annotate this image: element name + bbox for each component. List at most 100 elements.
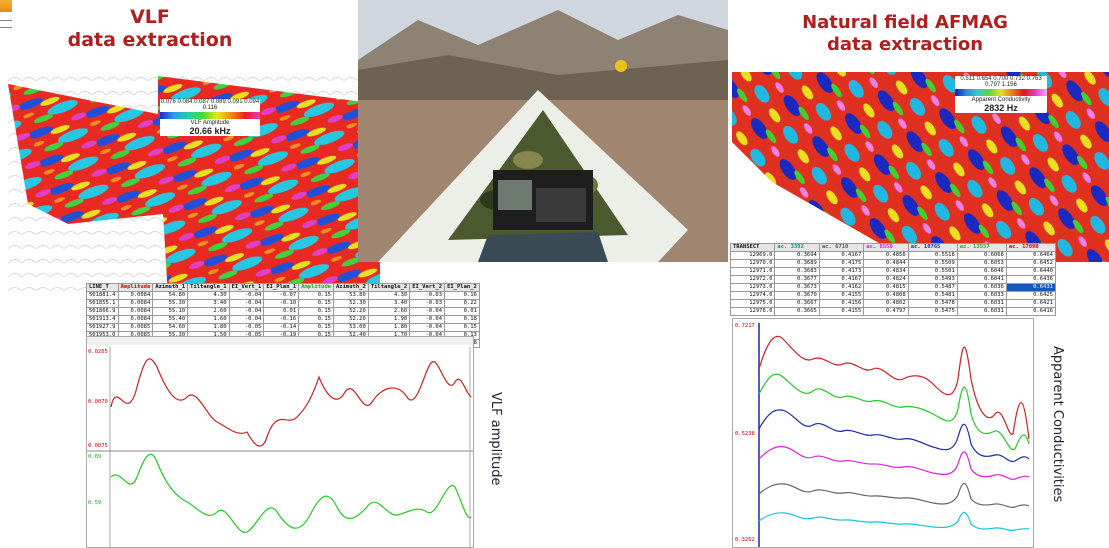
table-cell[interactable]: 0.4815 (863, 283, 909, 292)
table-cell[interactable]: 12975.0 (729, 299, 776, 308)
table-cell[interactable]: 0.4173 (818, 267, 865, 276)
table-cell[interactable]: 0.3677 (774, 275, 820, 284)
column-header[interactable]: Amplitude (117, 283, 154, 292)
table-cell[interactable]: 0.15 (298, 291, 334, 300)
afmag-profile-panel[interactable]: 0.7217 0.5238 0.3262 (732, 318, 1034, 548)
table-cell[interactable]: 1.90 (367, 315, 411, 324)
table-cell[interactable]: 53.80 (333, 291, 369, 300)
column-header[interactable]: TRANSECT (729, 243, 776, 252)
table-cell[interactable]: 0.5478 (907, 299, 958, 308)
table-cell[interactable]: 54.80 (152, 291, 189, 300)
table-cell[interactable]: 0.3683 (774, 267, 820, 276)
table-row[interactable]: 501866.9 0.0084 55.10 2.60 -0.04 0.01 0.15 52.2… (86, 307, 480, 316)
table-cell[interactable]: 4.30 (187, 291, 230, 300)
column-header[interactable]: ac. 10765 (907, 243, 958, 252)
table-cell[interactable]: 1.80 (187, 323, 230, 332)
table-row[interactable]: 12970.0 0.3689 0.4175 0.4844 0.5509 0.6053 0.6… (729, 259, 1057, 268)
table-cell[interactable]: 1.80 (367, 323, 411, 332)
column-header[interactable]: ac. 13557 (956, 243, 1007, 252)
column-header[interactable]: Amplitude (298, 283, 334, 292)
table-cell[interactable]: 0.0085 (117, 323, 154, 332)
table-cell[interactable]: 0.6053 (956, 259, 1007, 268)
table-cell[interactable]: 52.30 (333, 299, 369, 308)
table-cell[interactable]: 0.3665 (774, 307, 820, 316)
table-cell[interactable]: 0.3670 (774, 291, 820, 300)
table-row[interactable]: 12974.0 0.3670 0.4155 0.4808 0.5481 0.6033 0.6… (729, 291, 1057, 300)
table-cell[interactable]: 54.60 (152, 323, 189, 332)
table-cell[interactable]: 0.6421 (1005, 299, 1057, 308)
table-cell[interactable]: 2.60 (187, 307, 230, 316)
table-cell[interactable]: 0.6431 (1005, 283, 1057, 292)
table-cell[interactable]: 0.5475 (907, 307, 958, 316)
table-cell[interactable]: 0.6068 (956, 251, 1007, 260)
table-row[interactable]: 12972.0 0.3677 0.4167 0.4824 0.5493 0.6041 0.6… (729, 275, 1057, 284)
table-cell[interactable]: 3.40 (187, 299, 230, 308)
table-cell[interactable]: 0.6046 (956, 267, 1007, 276)
table-cell[interactable]: 12976.0 (729, 307, 776, 316)
table-cell[interactable]: -0.04 (228, 299, 265, 308)
column-header[interactable]: ac. 6710 (818, 243, 865, 252)
table-cell[interactable]: 0.4844 (863, 259, 909, 268)
table-row[interactable]: 501913.4 0.0084 55.40 1.60 -0.04 -0.16 0.15 52.… (86, 315, 480, 324)
table-cell[interactable]: 0.0084 (117, 291, 154, 300)
table-cell[interactable]: -0.04 (409, 315, 446, 324)
table-cell[interactable]: 0.4808 (863, 291, 909, 300)
table-row[interactable]: 12975.0 0.3667 0.4156 0.4802 0.5478 0.6031 0.6… (729, 299, 1057, 308)
table-cell[interactable]: 0.22 (444, 299, 480, 308)
table-cell[interactable]: 0.6452 (1005, 259, 1057, 268)
table-cell[interactable]: 1.60 (187, 315, 230, 324)
table-cell[interactable]: 0.6440 (1005, 267, 1057, 276)
table-cell[interactable]: 0.3694 (774, 251, 820, 260)
table-cell[interactable]: 0.4162 (818, 283, 865, 292)
table-cell[interactable]: 0.3673 (774, 283, 820, 292)
table-cell[interactable]: 501927.9 (86, 323, 119, 332)
table-cell[interactable]: -0.04 (409, 323, 446, 332)
table-cell[interactable]: 0.4156 (818, 299, 865, 308)
table-cell[interactable]: 0.0084 (117, 315, 154, 324)
table-cell[interactable]: 52.20 (333, 315, 369, 324)
table-cell[interactable]: 0.6031 (956, 307, 1007, 316)
column-header[interactable]: ac. 8550 (863, 243, 909, 252)
table-cell[interactable]: 12974.0 (729, 291, 776, 300)
table-cell[interactable]: 12971.0 (729, 267, 776, 276)
table-cell[interactable]: 52.20 (333, 307, 369, 316)
table-cell[interactable]: 0.0084 (117, 307, 154, 316)
table-cell[interactable]: 0.15 (298, 323, 334, 332)
table-cell[interactable]: 0.6036 (956, 283, 1007, 292)
table-cell[interactable]: 0.4797 (863, 307, 909, 316)
table-cell[interactable]: 0.4824 (863, 275, 909, 284)
table-cell[interactable]: 0.6041 (956, 275, 1007, 284)
table-cell[interactable]: 0.5481 (907, 291, 958, 300)
table-cell[interactable]: -0.03 (409, 299, 446, 308)
table-cell[interactable]: 12970.0 (729, 259, 776, 268)
table-cell[interactable]: -0.16 (263, 315, 300, 324)
table-cell[interactable]: 55.10 (152, 307, 189, 316)
table-row[interactable]: 12969.0 0.3694 0.4167 0.4856 0.5518 0.6068 0.6… (729, 251, 1057, 260)
table-cell[interactable]: 0.4834 (863, 267, 909, 276)
table-cell[interactable]: 0.6425 (1005, 291, 1057, 300)
column-header[interactable]: EI_Plan_2 (444, 283, 480, 292)
column-header[interactable]: Tiltangle_1 (187, 283, 230, 292)
table-cell[interactable]: 53.00 (333, 323, 369, 332)
vlf-profile-panel[interactable]: 0.0205 0.0070 0.0075 0.69 0.59 (86, 336, 474, 548)
horizontal-scrollbar[interactable] (87, 337, 473, 345)
table-cell[interactable]: 0.4856 (863, 251, 909, 260)
table-cell[interactable]: -0.04 (228, 291, 265, 300)
table-cell[interactable]: 0.4167 (818, 275, 865, 284)
column-header[interactable]: ac. 17090 (1005, 243, 1057, 252)
table-cell[interactable]: 0.4175 (818, 259, 865, 268)
table-cell[interactable]: 0.6031 (956, 299, 1007, 308)
table-cell[interactable]: -0.10 (263, 299, 300, 308)
table-cell[interactable]: 501866.9 (86, 307, 119, 316)
table-cell[interactable]: 501881.4 (86, 291, 119, 300)
table-cell[interactable]: 0.4155 (818, 291, 865, 300)
table-cell[interactable]: 55.40 (152, 315, 189, 324)
table-row[interactable]: 501927.9 0.0085 54.60 1.80 -0.05 -0.14 0.15 53.… (86, 323, 480, 332)
column-header[interactable]: EI_Vert_2 (409, 283, 446, 292)
column-header[interactable]: Azimuth_1 (152, 283, 189, 292)
table-cell[interactable]: 0.15 (298, 307, 334, 316)
table-cell[interactable]: 0.5487 (907, 283, 958, 292)
table-cell[interactable]: -0.07 (263, 291, 300, 300)
table-cell[interactable]: 0.15 (298, 299, 334, 308)
table-cell[interactable]: 501913.4 (86, 315, 119, 324)
